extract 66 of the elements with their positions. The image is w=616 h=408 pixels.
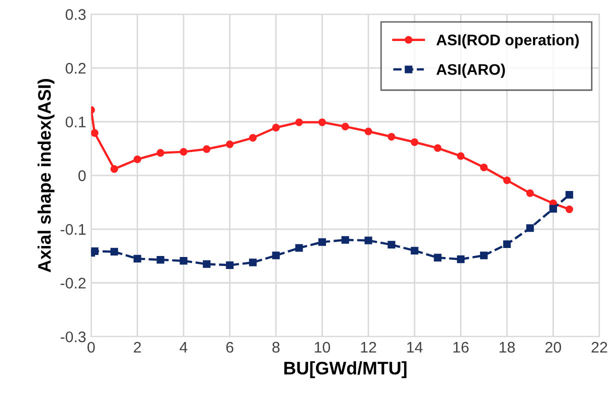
- point: [388, 240, 396, 249]
- y-tick-label: 0.1: [66, 116, 86, 128]
- point: [134, 254, 142, 263]
- point: [226, 140, 234, 148]
- x-tick-label: 16: [453, 342, 469, 353]
- point: [503, 240, 511, 248]
- point: [91, 129, 98, 137]
- x-tick-label: 22: [592, 342, 608, 353]
- point: [249, 134, 257, 142]
- point: [110, 165, 118, 173]
- point: [318, 118, 326, 126]
- x-tick-label: 6: [226, 342, 234, 353]
- point: [434, 254, 442, 262]
- point: [156, 256, 164, 264]
- point: [318, 238, 326, 246]
- point: [202, 260, 210, 268]
- x-tick-label: 20: [545, 342, 562, 353]
- x-tick-label: 4: [180, 342, 188, 353]
- point: [295, 244, 303, 252]
- point: [91, 247, 98, 256]
- point: [180, 148, 188, 156]
- x-tick-label: 18: [500, 342, 515, 353]
- y-tick-label: 0.2: [66, 62, 86, 74]
- point: [364, 236, 372, 244]
- point: [272, 124, 280, 132]
- x-tick-label: 10: [314, 342, 330, 353]
- y-tick-label: 0.3: [66, 9, 86, 20]
- y-tick-label: -0.3: [60, 331, 86, 342]
- point: [180, 257, 188, 265]
- legend-label: ASI(ARO): [436, 64, 505, 78]
- point: [110, 248, 118, 256]
- point: [526, 189, 534, 197]
- point: [272, 252, 280, 260]
- point: [226, 261, 234, 269]
- point: [456, 152, 465, 160]
- point: [480, 252, 488, 260]
- point: [480, 164, 488, 172]
- point: [566, 190, 574, 199]
- point: [434, 144, 442, 152]
- x-tick-label: 14: [407, 342, 423, 353]
- x-axis-title: BU[GWd/MTU]: [284, 361, 406, 378]
- point: [134, 156, 142, 164]
- point: [456, 255, 465, 264]
- point: [566, 205, 574, 214]
- point: [503, 176, 511, 184]
- x-tick-label: 2: [134, 342, 141, 353]
- y-tick-label: -0.1: [60, 224, 86, 235]
- point: [549, 204, 557, 213]
- x-tick-label: 8: [272, 342, 280, 353]
- point: [341, 122, 350, 130]
- y-tick-label: -0.2: [60, 278, 86, 289]
- point: [156, 149, 164, 157]
- point: [364, 128, 372, 136]
- y-tick-label: 0: [78, 170, 86, 182]
- x-tick-label: 0: [88, 342, 95, 353]
- point: [526, 224, 534, 232]
- x-tick-label: 12: [361, 342, 376, 353]
- point: [341, 236, 350, 244]
- point: [295, 118, 303, 126]
- point: [388, 132, 396, 141]
- point: [249, 258, 257, 266]
- y-axis-title: Axial shape index(ASI): [38, 79, 54, 272]
- point: [410, 138, 418, 146]
- point: [410, 246, 418, 254]
- point: [202, 145, 210, 153]
- legend-label: ASI(ROD operation): [436, 34, 579, 48]
